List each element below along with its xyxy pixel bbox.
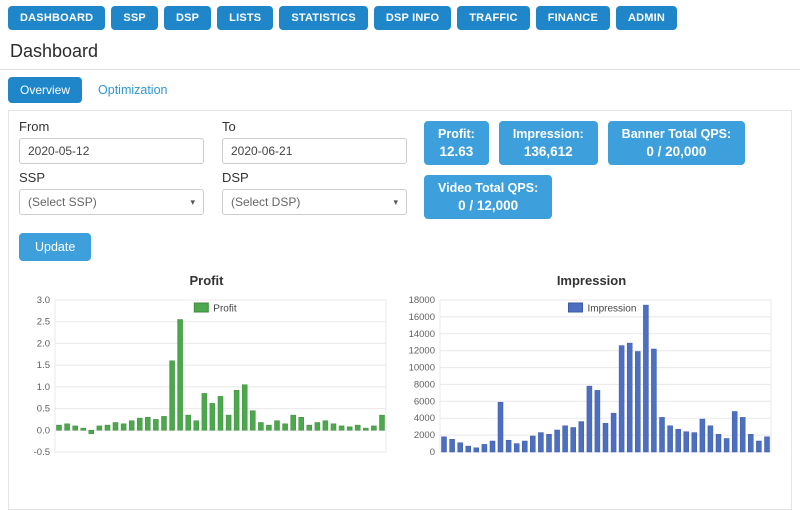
impression-stat-value: 136,612: [523, 144, 573, 159]
svg-text:12000: 12000: [409, 346, 435, 357]
nav-admin-button[interactable]: ADMIN: [615, 6, 678, 30]
video-qps-stat-card: Video Total QPS: 0 / 12,000: [424, 175, 553, 219]
to-date-input[interactable]: [222, 138, 407, 164]
svg-text:14000: 14000: [409, 329, 435, 340]
nav-dsp-button[interactable]: DSP: [163, 6, 212, 30]
dsp-select[interactable]: (Select DSP) ▾: [222, 189, 407, 215]
svg-text:-0.5: -0.5: [34, 447, 50, 458]
svg-text:4000: 4000: [414, 413, 435, 424]
dsp-select-value: (Select DSP): [231, 195, 301, 209]
top-nav: DASHBOARD SSP DSP LISTS STATISTICS DSP I…: [0, 0, 800, 36]
impression-chart-title: Impression: [556, 273, 627, 288]
nav-finance-button[interactable]: FINANCE: [535, 6, 610, 30]
profit-chart-canvas: -0.5 0.0 0.5 1.0 1.5 2.0 2.5 3.0 Profit: [34, 295, 387, 458]
from-field-group: From: [19, 119, 204, 164]
overview-panel: From To SSP (Select SSP) ▾ DSP (Select D…: [8, 110, 792, 510]
date-filter-row: From To: [19, 119, 781, 170]
ssp-dsp-filter-row: SSP (Select SSP) ▾ DSP (Select DSP) ▾: [19, 170, 781, 221]
svg-text:1.0: 1.0: [37, 382, 50, 393]
ssp-select-value: (Select SSP): [28, 195, 97, 209]
impression-chart: Impression 0 2000 4000 6000 8000 10000 12000 14…: [404, 273, 779, 462]
ssp-label: SSP: [19, 170, 46, 185]
nav-statistics-button[interactable]: STATISTICS: [279, 6, 368, 30]
svg-text:10000: 10000: [409, 363, 435, 374]
profit-chart: Profit -0.5 0.0 0.5 1.0 1.5 2.0 2.5 3.0 Profit: [19, 273, 394, 462]
update-button[interactable]: Update: [19, 233, 92, 261]
nav-ssp-button[interactable]: SSP: [111, 6, 158, 30]
svg-text:Profit: Profit: [213, 304, 237, 315]
chevron-down-icon: ▾: [393, 196, 398, 207]
profit-stat-card: Profit: 12.63: [424, 121, 489, 165]
nav-traffic-button[interactable]: TRAFFIC: [457, 6, 530, 30]
tab-optimization[interactable]: Optimization: [98, 83, 168, 97]
to-label: To: [222, 119, 236, 134]
tab-bar: Overview Optimization: [0, 70, 800, 110]
to-field-group: To: [222, 119, 407, 164]
nav-dsp-info-button[interactable]: DSP INFO: [373, 6, 452, 30]
impression-stat-card: Impression: 136,612: [498, 121, 598, 165]
from-label: From: [19, 119, 50, 134]
svg-text:6000: 6000: [414, 396, 435, 407]
from-date-input[interactable]: [19, 138, 204, 164]
ssp-select[interactable]: (Select SSP) ▾: [19, 189, 204, 215]
stat-cards: Profit: 12.63 Impression: 136,612 Banner…: [424, 121, 796, 219]
svg-text:0.0: 0.0: [37, 425, 50, 436]
banner-qps-stat-value: 0 / 20,000: [646, 144, 707, 159]
profit-stat-label: Profit:: [438, 127, 475, 141]
svg-text:3.0: 3.0: [37, 295, 50, 306]
svg-text:Impression: Impression: [588, 304, 637, 315]
video-qps-stat-value: 0 / 12,000: [458, 198, 519, 213]
impression-chart-canvas: 0 2000 4000 6000 8000 10000 12000 14000 16000 180…: [409, 295, 772, 458]
divider: [0, 69, 800, 70]
tab-overview[interactable]: Overview: [8, 77, 83, 103]
video-qps-stat-label: Video Total QPS:: [438, 181, 539, 195]
banner-qps-stat-card: Banner Total QPS: 0 / 20,000: [607, 121, 746, 165]
svg-text:16000: 16000: [409, 312, 435, 323]
ssp-field-group: SSP (Select SSP) ▾: [19, 170, 204, 215]
banner-qps-stat-label: Banner Total QPS:: [621, 127, 732, 141]
page-title: Dashboard: [10, 41, 99, 61]
svg-text:8000: 8000: [414, 379, 435, 390]
svg-text:18000: 18000: [409, 295, 435, 306]
charts-row: Profit -0.5 0.0 0.5 1.0 1.5 2.0 2.5 3.0 Profit I…: [19, 273, 781, 462]
nav-dashboard-button[interactable]: DASHBOARD: [8, 6, 106, 30]
svg-text:0.5: 0.5: [37, 404, 50, 415]
profit-chart-title: Profit: [189, 273, 224, 288]
profit-stat-value: 12.63: [439, 144, 474, 159]
svg-text:2000: 2000: [414, 430, 435, 441]
svg-text:0: 0: [430, 447, 435, 458]
svg-text:2.0: 2.0: [37, 338, 50, 349]
dsp-field-group: DSP (Select DSP) ▾: [222, 170, 407, 215]
svg-text:2.5: 2.5: [37, 317, 50, 328]
dsp-label: DSP: [222, 170, 249, 185]
chevron-down-icon: ▾: [190, 196, 195, 207]
impression-stat-label: Impression:: [512, 127, 584, 141]
nav-lists-button[interactable]: LISTS: [217, 6, 274, 30]
svg-text:1.5: 1.5: [37, 360, 50, 371]
